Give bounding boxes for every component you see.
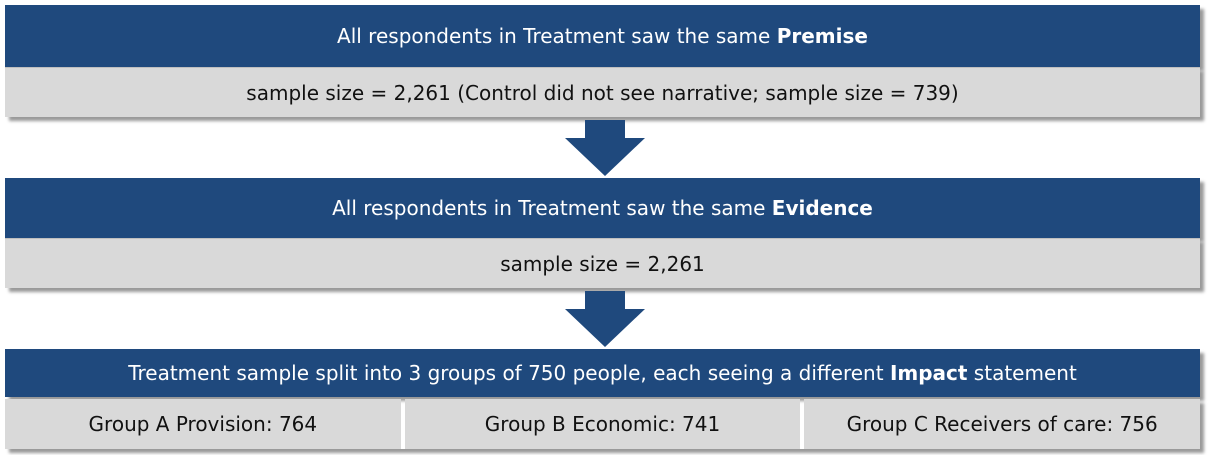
block-header: All respondents in Treatment saw the sam…	[5, 5, 1200, 67]
block-header: Treatment sample split into 3 groups of …	[5, 349, 1200, 397]
header-bold: Impact	[889, 361, 968, 385]
down-arrow	[565, 291, 645, 347]
group-row: Group A Provision: 764 Group B Economic:…	[5, 399, 1201, 449]
group-cell: Group B Economic: 741	[404, 399, 801, 449]
group-cell: Group C Receivers of care: 756	[804, 399, 1201, 449]
group-cell: Group A Provision: 764	[5, 399, 401, 449]
block-detail: sample size = 2,261 (Control did not see…	[5, 67, 1200, 117]
block-detail: sample size = 2,261	[5, 238, 1200, 288]
block-header: All respondents in Treatment saw the sam…	[5, 178, 1200, 238]
down-arrow	[565, 120, 645, 176]
header-bold: Evidence	[771, 196, 873, 220]
header-text: All respondents in Treatment saw the sam…	[337, 24, 777, 48]
header-text: statement	[967, 361, 1077, 385]
header-text: Treatment sample split into 3 groups of …	[128, 361, 890, 385]
header-bold: Premise	[776, 24, 868, 48]
header-text: All respondents in Treatment saw the sam…	[332, 196, 772, 220]
